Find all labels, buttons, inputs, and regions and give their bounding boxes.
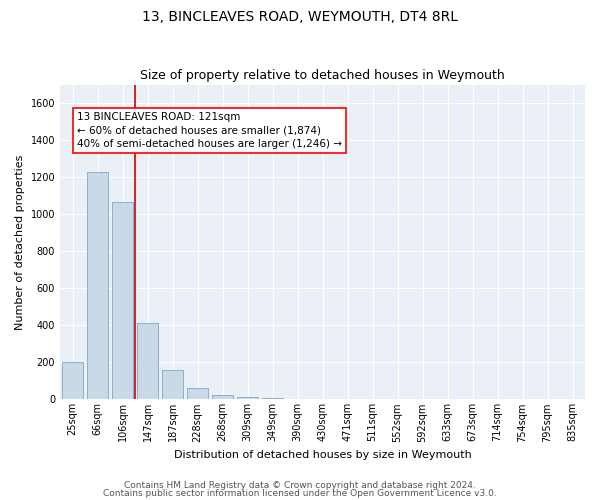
Text: 13 BINCLEAVES ROAD: 121sqm
← 60% of detached houses are smaller (1,874)
40% of s: 13 BINCLEAVES ROAD: 121sqm ← 60% of deta… — [77, 112, 342, 148]
Bar — [262, 398, 283, 400]
Y-axis label: Number of detached properties: Number of detached properties — [15, 154, 25, 330]
Bar — [112, 202, 133, 400]
Text: Contains public sector information licensed under the Open Government Licence v3: Contains public sector information licen… — [103, 488, 497, 498]
Text: Contains HM Land Registry data © Crown copyright and database right 2024.: Contains HM Land Registry data © Crown c… — [124, 481, 476, 490]
Bar — [62, 362, 83, 400]
Title: Size of property relative to detached houses in Weymouth: Size of property relative to detached ho… — [140, 69, 505, 82]
Text: 13, BINCLEAVES ROAD, WEYMOUTH, DT4 8RL: 13, BINCLEAVES ROAD, WEYMOUTH, DT4 8RL — [142, 10, 458, 24]
Bar — [212, 395, 233, 400]
Bar — [162, 370, 183, 400]
Bar — [137, 324, 158, 400]
X-axis label: Distribution of detached houses by size in Weymouth: Distribution of detached houses by size … — [173, 450, 472, 460]
Bar — [237, 396, 258, 400]
Bar — [187, 388, 208, 400]
Bar — [87, 172, 108, 400]
